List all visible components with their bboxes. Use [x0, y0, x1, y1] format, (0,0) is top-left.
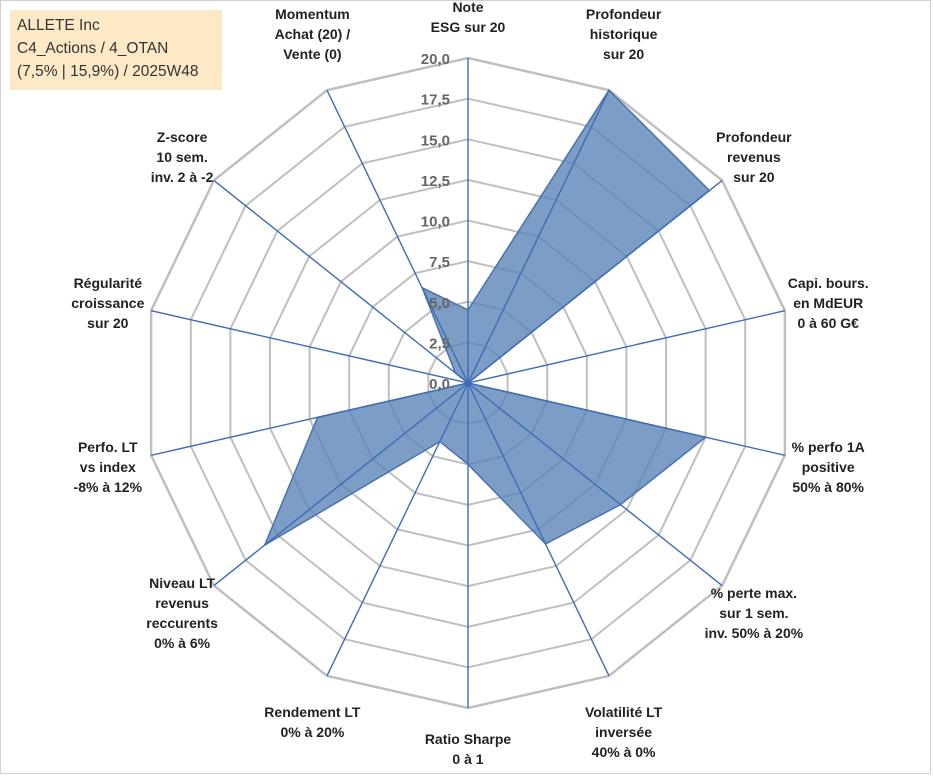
axis-label-line: Rendement LT	[264, 704, 361, 720]
axis-label-line: 50% à 80%	[792, 479, 864, 495]
axis-spoke	[467, 382, 786, 456]
axis-label-line: Profondeur	[716, 129, 792, 145]
axis-label-line: Ratio Sharpe	[425, 731, 512, 747]
axis-spoke	[326, 382, 469, 677]
axis-label-line: sur 20	[733, 169, 774, 185]
axis-label: Volatilité LT inversée 40% à 0%	[585, 704, 663, 760]
axis-spoke	[150, 382, 469, 456]
axis-label: Ratio Sharpe 0 à 1	[425, 731, 512, 767]
axis-label-line: revenus	[155, 595, 209, 611]
axis-label: Régularité croissance sur 20	[71, 275, 144, 331]
tick-label: 12,5	[421, 173, 450, 190]
axis-spoke	[213, 382, 469, 587]
axis-label: % perte max. sur 1 sem. inv. 50% à 20%	[705, 585, 804, 641]
axis-label-line: ESG sur 20	[431, 19, 506, 35]
axis-label-line: 10 sem.	[156, 149, 207, 165]
axis-label: Z-score 10 sem. inv. 2 à -2	[151, 129, 214, 185]
axis-spoke	[467, 310, 786, 384]
axis-label-line: Niveau LT	[149, 575, 215, 591]
axis-label-line: en MdEUR	[793, 295, 863, 311]
axis-label-line: sur 20	[603, 46, 644, 62]
axis-label-line: % perfo 1A	[792, 439, 865, 455]
axis-label-line: Volatilité LT	[585, 704, 663, 720]
axis-label-line: Momentum	[275, 6, 350, 22]
axis-label-line: Note	[452, 0, 483, 15]
axis-label: % perfo 1A positive 50% à 80%	[792, 439, 865, 495]
axis-label-line: Perfo. LT	[78, 439, 138, 455]
axis-label-line: inv. 50% à 20%	[705, 625, 804, 641]
axis-label-line: -8% à 12%	[74, 479, 143, 495]
axis-label-line: 0% à 20%	[280, 724, 344, 740]
axis-label-line: 0% à 6%	[154, 635, 211, 651]
axis-label: Niveau LT revenus reccurents 0% à 6%	[146, 575, 218, 651]
axis-label-line: Achat (20) /	[275, 26, 351, 42]
data-area	[263, 89, 711, 547]
axis-label-line: revenus	[727, 149, 781, 165]
tick-label: 2,5	[429, 335, 450, 352]
tick-label: 0,0	[429, 376, 450, 393]
axis-label: Profondeur revenus sur 20	[716, 129, 792, 185]
axis-spoke	[213, 179, 469, 384]
axis-spoke	[467, 179, 723, 384]
axis-label-line: inv. 2 à -2	[151, 169, 214, 185]
tick-label: 10,0	[421, 214, 450, 231]
axis-label-line: croissance	[71, 295, 144, 311]
axis-spoke	[467, 89, 610, 384]
axis-spoke	[467, 382, 610, 677]
axis-label-line: 0 à 1	[452, 751, 483, 767]
header-box: ALLETE Inc C4_Actions / 4_OTAN (7,5% | 1…	[10, 10, 222, 90]
axis-label-line: % perte max.	[711, 585, 797, 601]
axis-label-line: reccurents	[146, 615, 218, 631]
axis-label-line: 0 à 60 G€	[797, 315, 859, 331]
period-info: (7,5% | 15,9%) / 2025W48	[17, 63, 199, 80]
axis-label: Capi. bours. en MdEUR 0 à 60 G€	[788, 275, 869, 331]
axis-spoke	[326, 89, 469, 384]
axis-label-line: positive	[802, 459, 855, 475]
axis-label: Profondeur historique sur 20	[586, 6, 662, 62]
axis-label-line: vs index	[80, 459, 136, 475]
axis-label-line: sur 1 sem.	[719, 605, 788, 621]
axis-label-line: Vente (0)	[283, 46, 341, 62]
axis-label-line: sur 20	[87, 315, 128, 331]
tick-label: 15,0	[421, 132, 450, 149]
axis-label: Perfo. LT vs index -8% à 12%	[74, 439, 143, 495]
tick-label: 17,5	[421, 92, 450, 109]
axis-label: Note ESG sur 20	[431, 0, 506, 35]
axis-label: Rendement LT 0% à 20%	[264, 704, 361, 740]
axis-spoke	[467, 382, 723, 587]
axis-label-line: 40% à 0%	[592, 744, 656, 760]
tick-label: 5,0	[429, 295, 450, 312]
axis-label-line: historique	[590, 26, 658, 42]
axis-label-line: Profondeur	[586, 6, 662, 22]
axis-label-line: Régularité	[74, 275, 143, 291]
axis-label-line: Z-score	[157, 129, 208, 145]
axis-label-line: Capi. bours.	[788, 275, 869, 291]
tick-label: 7,5	[429, 254, 450, 271]
tick-label: 20,0	[421, 51, 450, 68]
axis-label-line: inversée	[595, 724, 652, 740]
company-name: ALLETE Inc	[17, 17, 100, 34]
axis-spoke	[150, 310, 469, 384]
portfolio-name: C4_Actions / 4_OTAN	[17, 40, 169, 57]
axis-label: Momentum Achat (20) / Vente (0)	[275, 6, 351, 62]
